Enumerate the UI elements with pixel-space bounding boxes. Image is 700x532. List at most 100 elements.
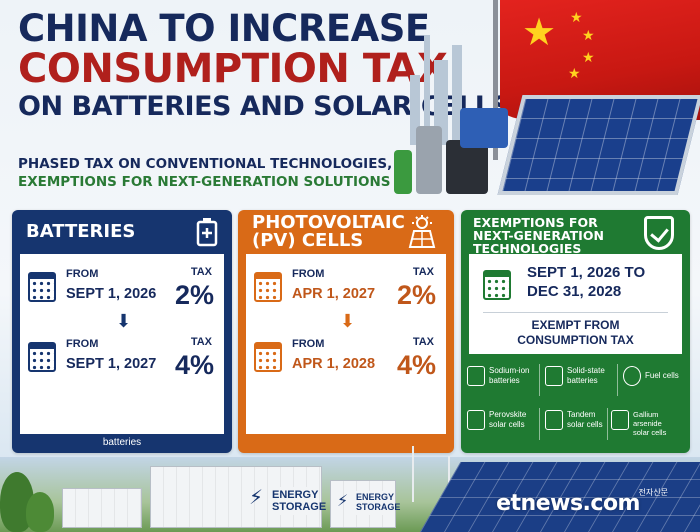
exemption-note: EXEMPT FROM CONSUMPTION TAX bbox=[469, 318, 682, 348]
exemption-note-line-2: CONSUMPTION TAX bbox=[517, 333, 634, 347]
gallium-arsenide-cell-icon bbox=[611, 410, 629, 430]
skyline-building bbox=[452, 45, 462, 145]
tech-item: Sodium-ion batteries bbox=[467, 360, 539, 400]
headline-line-2: CONSUMPTION TAX bbox=[18, 46, 448, 92]
tech-label-line: batteries bbox=[489, 375, 520, 385]
battery-cell-icon bbox=[394, 150, 412, 194]
tech-label: Gallium arsenide solar cells bbox=[633, 410, 683, 437]
etnews-logo: etnews.com bbox=[496, 491, 640, 516]
divider bbox=[539, 364, 540, 396]
tech-label-line: solar cells bbox=[489, 419, 525, 429]
tax-label: TAX bbox=[412, 266, 434, 278]
calendar-icon bbox=[254, 272, 282, 302]
exemptions-panel-header: EXEMPTIONS FOR NEXT-GENERATION TECHNOLOG… bbox=[461, 210, 690, 257]
exempt-technologies: Sodium-ion batteries Solid-state batteri… bbox=[467, 360, 684, 446]
energy-storage-label: ENERGY STORAGE bbox=[269, 487, 326, 516]
skyline-tower bbox=[424, 35, 430, 145]
skyline-building bbox=[410, 75, 420, 145]
tax-phase-row: FROM APR 1, 2028 TAX 4% bbox=[246, 328, 446, 388]
tax-rate: 2% bbox=[174, 280, 214, 310]
batteries-note: Mercury-free primary batteries, NiMH bat… bbox=[28, 398, 216, 448]
tech-label-line: Tandem bbox=[567, 410, 596, 419]
tech-label: Fuel cells bbox=[645, 371, 679, 381]
exemption-start: SEPT 1, 2026 TO bbox=[527, 264, 646, 281]
tax-label: TAX bbox=[190, 266, 212, 278]
calendar-icon bbox=[483, 270, 511, 300]
tech-label-line: Fuel cells bbox=[645, 371, 679, 380]
wind-turbine-icon bbox=[412, 446, 414, 502]
exemption-note-line-1: EXEMPT FROM bbox=[531, 318, 620, 332]
pv-panel: PHOTOVOLTAIC (PV) CELLS FROM APR 1, 2027… bbox=[238, 210, 454, 453]
shield-check-icon bbox=[644, 216, 674, 250]
tech-item: Gallium arsenide solar cells bbox=[611, 404, 683, 444]
batteries-panel-header: BATTERIES bbox=[12, 210, 232, 254]
tech-label: Sodium-ion batteries bbox=[489, 366, 529, 385]
arrow-down-icon: ⬇ bbox=[340, 311, 356, 331]
subheadline-line-2: EXEMPTIONS FOR NEXT-GENERATION SOLUTIONS bbox=[18, 174, 391, 191]
headline: CHINA TO INCREASE CONSUMPTION TAX ON BAT… bbox=[18, 7, 511, 120]
tax-phase-row: FROM SEPT 1, 2026 TAX 2% bbox=[20, 258, 224, 318]
flag-pole bbox=[493, 0, 498, 160]
perovskite-cell-icon bbox=[467, 410, 485, 430]
tax-phase-row: FROM APR 1, 2027 TAX 2% bbox=[246, 258, 446, 318]
phase-date: SEPT 1, 2027 bbox=[66, 356, 157, 372]
solar-panel-sun-icon bbox=[408, 215, 436, 248]
battery-pack-icon bbox=[460, 108, 508, 148]
tech-label-line: Sodium-ion bbox=[489, 366, 530, 375]
divider bbox=[483, 312, 668, 313]
arrow-down-icon: ⬇ bbox=[116, 311, 132, 331]
tech-label: Perovskite solar cells bbox=[489, 410, 526, 429]
tax-rate: 4% bbox=[174, 350, 214, 380]
tech-label-line: Perovskite bbox=[489, 410, 527, 419]
tech-label: Solid-state batteries bbox=[567, 366, 605, 385]
tech-item: Perovskite solar cells bbox=[467, 404, 539, 444]
storage-container: ⚡ ENERGY STORAGE bbox=[330, 480, 400, 528]
tandem-cell-icon bbox=[545, 410, 563, 430]
tech-label-line: batteries bbox=[567, 375, 598, 385]
phase-date: SEPT 1, 2026 bbox=[66, 286, 157, 302]
from-label: FROM bbox=[292, 268, 325, 280]
flag-solar-illustration: ★ ★ ★ ★ ★ bbox=[390, 0, 700, 205]
batteries-title: BATTERIES bbox=[26, 221, 136, 242]
battery-pack-icon bbox=[446, 140, 488, 194]
pv-schedule: FROM APR 1, 2027 TAX 2% ⬇ FROM APR 1, 20… bbox=[246, 254, 446, 434]
flag-star-icon: ★ bbox=[522, 12, 557, 54]
tax-rate: 2% bbox=[396, 280, 436, 310]
battery-icon bbox=[196, 218, 218, 247]
phase-date: APR 1, 2028 bbox=[292, 356, 376, 372]
storage-container: ⚡ ENERGY STORAGE bbox=[150, 466, 326, 528]
flag-star-icon: ★ bbox=[582, 49, 595, 65]
tech-item: Solid-state batteries bbox=[545, 360, 617, 400]
tech-label: Tandem solar cells bbox=[567, 410, 603, 429]
exemption-end: DEC 31, 2028 bbox=[527, 282, 622, 300]
from-label: FROM bbox=[66, 338, 99, 350]
subheadline-line-1: PHASED TAX ON CONVENTIONAL TECHNOLOGIES, bbox=[18, 156, 393, 172]
batteries-schedule: FROM SEPT 1, 2026 TAX 2% ⬇ FROM SEPT 1, … bbox=[20, 254, 224, 434]
exemption-period: SEPT 1, 2026 TO DEC 31, 2028 EXEMPT FROM… bbox=[469, 254, 682, 354]
energy-storage-label: ENERGY STORAGE bbox=[353, 491, 400, 515]
exemptions-title: EXEMPTIONS FOR NEXT-GENERATION TECHNOLOG… bbox=[473, 215, 604, 257]
tax-label: TAX bbox=[190, 336, 212, 348]
wind-turbine-icon bbox=[448, 456, 450, 502]
calendar-icon bbox=[28, 272, 56, 302]
calendar-icon bbox=[254, 342, 282, 372]
exemption-dates: SEPT 1, 2026 TO DEC 31, 2028 bbox=[527, 264, 645, 302]
divider bbox=[617, 364, 618, 396]
tech-item: Fuel cells bbox=[623, 360, 690, 400]
lightning-bolt-icon: ⚡ bbox=[249, 487, 264, 509]
pv-note: Applies to photovoltaic (PV) cells (sola… bbox=[254, 409, 438, 435]
flag-star-icon: ★ bbox=[570, 9, 583, 25]
battery-cell-icon bbox=[416, 126, 442, 194]
headline-line-1: CHINA TO INCREASE bbox=[18, 7, 430, 50]
h2-fuel-cell-icon bbox=[623, 366, 641, 386]
sodium-ion-battery-icon bbox=[467, 366, 485, 386]
solid-state-battery-icon bbox=[545, 366, 563, 386]
pv-title: PHOTOVOLTAIC (PV) CELLS bbox=[252, 212, 405, 251]
tax-label: TAX bbox=[412, 336, 434, 348]
tech-label-line: Gallium arsenide bbox=[633, 410, 662, 428]
flag-star-icon: ★ bbox=[582, 27, 595, 43]
flag-star-icon: ★ bbox=[568, 65, 581, 81]
tech-label-line: solar cells bbox=[567, 419, 603, 429]
subheadline: PHASED TAX ON CONVENTIONAL TECHNOLOGIES,… bbox=[18, 155, 448, 191]
tech-item: Tandem solar cells bbox=[545, 404, 617, 444]
